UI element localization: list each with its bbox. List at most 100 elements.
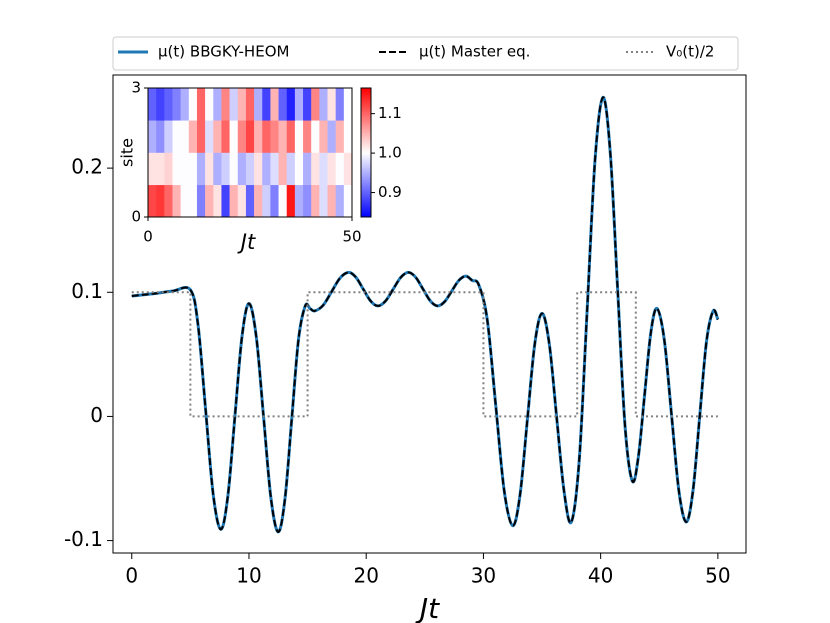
colorbar-step xyxy=(361,103,371,106)
colorbar-step xyxy=(361,128,371,132)
colorbar-step xyxy=(361,94,371,97)
colorbar-step xyxy=(361,154,371,158)
colorbar-step xyxy=(361,120,371,123)
heatmap-cell xyxy=(270,88,279,121)
colorbar-step xyxy=(361,210,371,214)
colorbar-step xyxy=(361,204,371,207)
heatmap-cell xyxy=(270,184,279,218)
colorbar-step xyxy=(361,105,371,108)
heatmap-cell xyxy=(180,120,190,153)
heatmap-cell xyxy=(229,152,239,186)
colorbar-step xyxy=(361,201,371,205)
colorbar-step xyxy=(361,184,371,188)
heatmap-cell xyxy=(229,88,239,121)
colorbar-step xyxy=(361,174,371,177)
inset-x-label: Jt xyxy=(237,230,256,254)
heatmap-cell xyxy=(148,120,157,153)
colorbar-step xyxy=(361,98,371,102)
heatmap-cell xyxy=(221,88,230,121)
heatmap-cell xyxy=(188,88,198,121)
colorbar-step xyxy=(361,161,371,164)
colorbar-step xyxy=(361,118,371,121)
plot-frame xyxy=(112,74,747,554)
colorbar-step xyxy=(361,158,371,162)
heatmap-cell xyxy=(221,152,230,186)
heatmap-cell xyxy=(303,88,312,121)
heatmap-cell xyxy=(254,120,263,153)
series-line xyxy=(131,291,718,418)
series-line xyxy=(131,96,719,533)
heatmap-cell xyxy=(180,88,190,121)
colorbar-step xyxy=(361,182,371,186)
colorbar-step xyxy=(361,169,371,173)
heatmap-cell xyxy=(327,120,336,153)
heatmap-cell xyxy=(164,152,173,186)
heatmap-cell xyxy=(164,88,173,121)
x-tick-label: 30 xyxy=(471,564,496,588)
heatmap-cell xyxy=(286,152,296,186)
inset-frame xyxy=(147,87,353,218)
heatmap-cell xyxy=(311,88,320,121)
heatmap-cell xyxy=(205,120,214,153)
heatmap-cell xyxy=(237,120,247,153)
colorbar-step xyxy=(361,109,371,113)
heatmap-cell xyxy=(335,184,345,218)
heatmap-cell xyxy=(180,184,190,218)
colorbar-step xyxy=(361,88,371,91)
colorbar-step xyxy=(361,189,371,192)
colorbar-step xyxy=(361,171,371,175)
heatmap-cell xyxy=(172,88,181,121)
colorbar-tick-label: 1.1 xyxy=(378,104,402,122)
legend-label: μ(t) Master eq. xyxy=(419,43,530,61)
x-tick-label: 50 xyxy=(705,564,730,588)
colorbar-step xyxy=(361,208,371,211)
heatmap-cell xyxy=(278,184,288,218)
heatmap-cell xyxy=(311,120,320,153)
heatmap-cell xyxy=(278,120,288,153)
heatmap-cell xyxy=(172,152,181,186)
colorbar-step xyxy=(361,176,371,179)
y-tick-label: 0.2 xyxy=(71,155,103,179)
x-tick-label: 40 xyxy=(588,564,613,588)
heatmap-cell xyxy=(262,184,271,218)
heatmap-cell xyxy=(262,152,271,186)
heatmap-cell xyxy=(156,88,165,121)
heatmap-cell xyxy=(148,88,157,121)
heatmap-cell xyxy=(278,88,288,121)
heatmap-cell xyxy=(205,152,214,186)
inset-y-tick-label: 0 xyxy=(131,208,141,226)
inset-y-label: site xyxy=(118,138,137,167)
colorbar-step xyxy=(361,197,371,201)
x-tick-label: 0 xyxy=(125,564,138,588)
heatmap-cell xyxy=(245,152,255,186)
colorbar-step xyxy=(361,126,371,130)
heatmap-cell xyxy=(237,152,247,186)
heatmap-cell xyxy=(270,120,279,153)
inset-x-tick-label: 50 xyxy=(342,228,361,246)
heatmap-cell xyxy=(335,120,345,153)
colorbar-step xyxy=(361,146,371,149)
heatmap-cell xyxy=(205,184,214,218)
heatmap-cell xyxy=(294,184,304,218)
heatmap-cell xyxy=(156,152,165,186)
colorbar-step xyxy=(361,143,371,147)
colorbar-step xyxy=(361,195,371,199)
heatmap-cell xyxy=(245,88,255,121)
heatmap-cell xyxy=(254,152,263,186)
heatmap-cell xyxy=(213,88,222,121)
heatmap-cell xyxy=(303,120,312,153)
colorbar-step xyxy=(361,186,371,190)
heatmap-cell xyxy=(294,152,304,186)
x-tick-label: 10 xyxy=(236,564,261,588)
heatmap-cell xyxy=(294,120,304,153)
x-axis-label: Jt xyxy=(415,592,440,623)
colorbar-frame xyxy=(360,87,372,218)
colorbar-step xyxy=(361,167,371,171)
legend-label: μ(t) BBGKY-HEOM xyxy=(158,43,289,61)
heatmap-cell xyxy=(303,184,312,218)
colorbar-step xyxy=(361,131,371,134)
colorbar-step xyxy=(361,111,371,115)
heatmap-cell xyxy=(188,120,198,153)
heatmap-cell xyxy=(221,184,230,218)
